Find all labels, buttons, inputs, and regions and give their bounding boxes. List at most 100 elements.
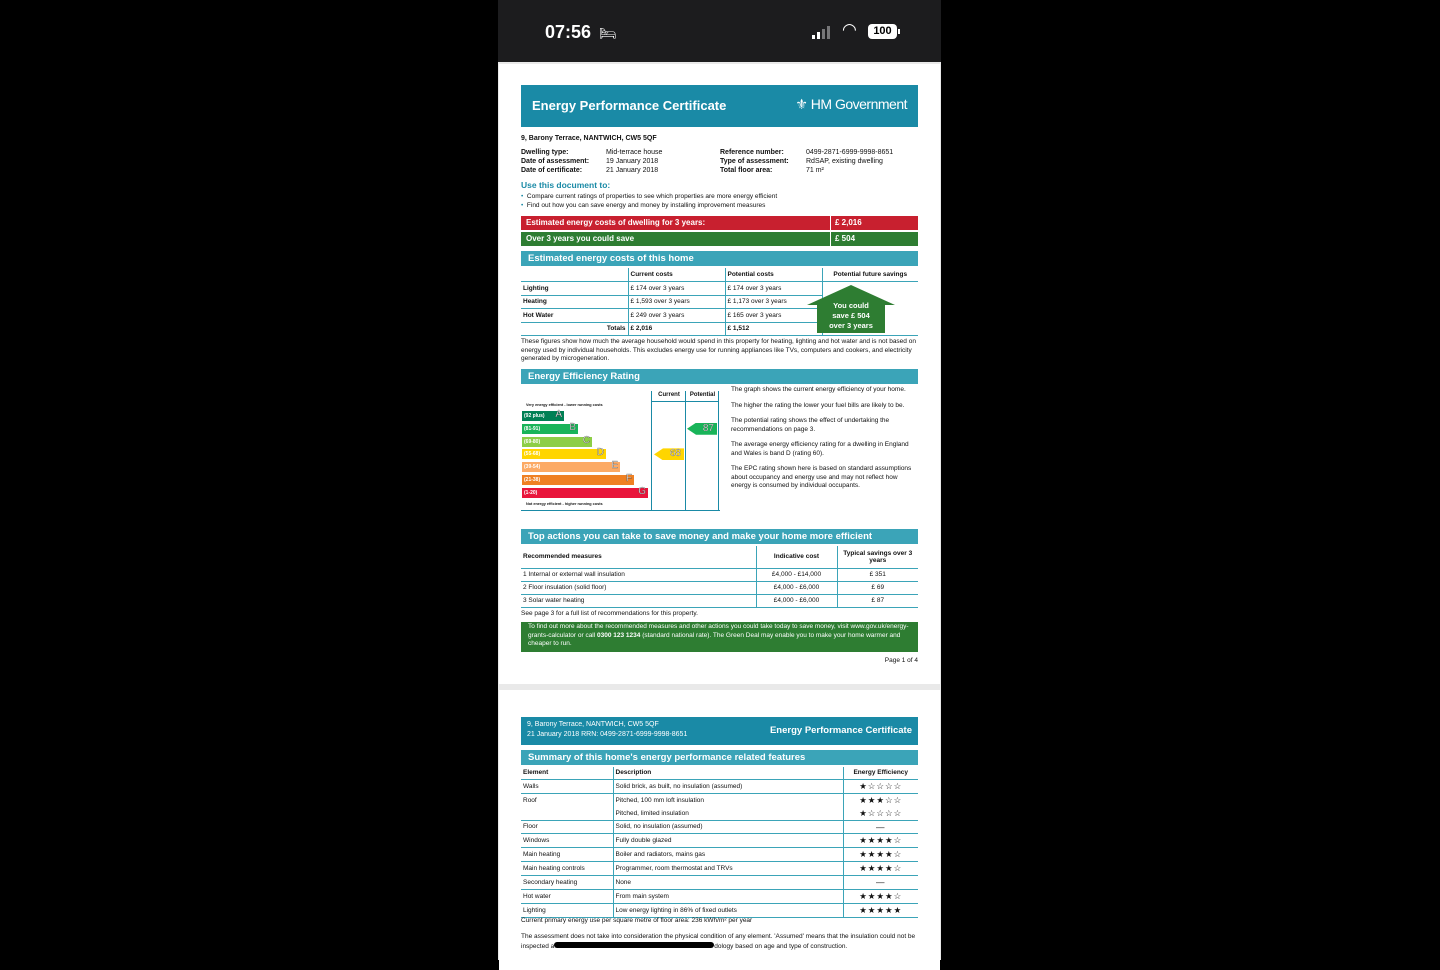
table-cell: Heating [521,295,629,309]
column-header: Typical savings over 3 years [837,546,918,569]
energy-rating-chart: Current Potential Very energy efficient … [521,388,720,511]
document-page-1[interactable]: Energy Performance Certificate ⚜ HM Gove… [499,64,940,684]
info-label: Total floor area: [720,167,773,174]
info-row: Total floor area: 71 m² [720,166,920,175]
bullet: • Find out how you can save energy and m… [521,201,766,209]
energy-use-note: Current primary energy use per square me… [521,917,753,924]
table-row: Walls Solid brick, as built, no insulatio… [521,779,918,794]
info-label: Date of assessment: [521,158,590,165]
table-row: Hot water From main system ★★★★☆ [521,889,918,904]
actions-table: Recommended measures Indicative cost Typic… [521,546,918,608]
description-cell: Solid, no insulation (assumed) [613,820,844,834]
star-rating: ★★★★★ [843,903,918,918]
table-cell: £ 174 over 3 years [628,281,726,296]
column-header: Element [521,767,614,780]
table-cell: £ 249 over 3 years [628,308,726,323]
savings-house-icon: You could save £ 504 over 3 years [807,285,895,333]
info-label: Reference number: [720,149,784,156]
column-header: Description [613,767,844,780]
star-rating: ★★★★☆ [843,861,918,876]
signal-icon [812,26,830,39]
green-deal-note: To find out more about the recommended m… [521,622,918,652]
rating-paragraph: The higher the rating the lower your fue… [731,401,905,409]
band-letter: F [625,473,632,484]
band-range: (92 plus) [524,413,545,419]
star-rating: — [843,820,918,834]
table-row: Floor Solid, no insulation (assumed) — [521,820,918,834]
element-cell: Main heating [521,847,614,862]
table-row: 3 Solar water heating £4,000 - £6,000 £ 87 [521,594,918,608]
band-range: (55-68) [524,451,541,458]
rating-paragraph: The average energy efficiency rating for… [731,441,909,457]
assessment-note: The assessment does not take into consid… [521,933,916,950]
table-row: Roof Pitched, 100 mm loft insulation ★★★☆☆ [521,793,918,807]
column-header: Indicative cost [756,546,838,569]
info-left: Dwelling type: Mid-terrace house Date of a… [521,148,711,175]
rating-band-d: (55-68) D [522,448,606,460]
certificate-title: Energy Performance Certificate [532,98,727,113]
see-page-note: See page 3 for a full list of recommenda… [521,610,698,617]
potential-column-label: Potential [689,392,716,398]
summary-heading: Summary of this home's energy performanc… [521,750,918,765]
description-cell: Boiler and radiators, mains gas [613,847,844,862]
bed-icon: 🛏 [599,25,617,41]
element-cell: Hot water [521,889,614,904]
element-cell: Windows [521,833,614,848]
current-column-label: Current [658,392,680,398]
band-letter: B [569,421,576,433]
table-row: Secondary heating None — [521,875,918,890]
band-letter: G [638,485,646,497]
info-row: Date of certificate: 21 January 2018 [521,166,711,175]
description-cell: None [613,875,844,890]
info-label: Dwelling type: [521,149,569,156]
bottom-label: Not energy efficient - higher running co… [526,502,603,506]
table-row: Heating £ 1,593 over 3 years £ 1,173 over … [521,295,918,309]
rating-band-f: (21-38) F [522,473,634,485]
info-row: Type of assessment: RdSAP, existing dwell… [720,157,920,166]
info-value: RdSAP, existing dwelling [806,158,883,165]
element-cell: Secondary heating [521,875,614,890]
description-cell: Fully double glazed [613,833,844,848]
info-value: 21 January 2018 [606,167,659,174]
band-letter: C [582,434,591,446]
costs-note: These figures show how much the average … [521,338,916,362]
band-range: (1-20) [524,489,538,496]
table-cell: 2 Floor insulation (solid floor) [521,581,757,595]
status-bar: 07:56 🛏 ◠ 100 [498,0,941,62]
table-cell: 1 Internal or external wall insulation [521,568,757,582]
header-row: Recommended measures Indicative cost Typic… [521,546,918,569]
estimated-cost-bar: Estimated energy costs of dwelling for 3… [521,216,918,230]
rating-band-g: (1-20) G [522,485,648,498]
header-row: Current costs Potential costs Potential fu… [521,268,918,282]
description-cell: Programmer, room thermostat and TRVs [613,861,844,876]
info-value: 71 m² [806,167,824,174]
info-value: 0499-2871-6999-9998-8651 [806,149,894,156]
table-row: Hot Water £ 249 over 3 years £ 165 over 3 … [521,308,918,323]
table-cell: £ 174 over 3 years [725,281,823,296]
rating-band-c: (69-80) C [522,434,592,447]
use-heading: Use this document to: [521,180,611,190]
hm-government-logo: ⚜ HM Government [795,96,907,112]
document-page-2[interactable]: 9, Barony Terrace, NANTWICH, CW5 5QF 21 J… [499,690,940,970]
column-header: Potential future savings [822,268,918,282]
page-number: Page 1 of 4 [884,657,918,664]
table-cell: £ 1,593 over 3 years [628,295,726,309]
star-rating: ★★★☆☆ [859,794,903,805]
table-cell: Hot Water [521,308,629,323]
rating-band-a: (92 plus) A [522,409,564,421]
rating-paragraph: The potential rating shows the effect of… [731,417,890,433]
table-cell: £ 2,016 [628,322,726,336]
battery-icon: 100 [868,24,900,39]
info-label: Date of certificate: [521,167,583,174]
star-rating: ★☆☆☆☆ [843,806,918,821]
star-rating: ★★★★☆ [843,847,918,862]
table-row: 2 Floor insulation (solid floor) £4,000 -… [521,581,918,595]
table-row: Lighting Low energy lighting in 86% of fi… [521,903,918,918]
band-letter: E [611,460,618,472]
address: 9, Barony Terrace, NANTWICH, CW5 5QF [521,135,657,142]
element-cell: Roof [521,793,614,807]
rating-band-e: (39-54) E [522,460,620,473]
certificate-header: Energy Performance Certificate ⚜ HM Gove… [521,85,918,127]
description-cell: Solid brick, as built, no insulation (as… [613,779,844,794]
element-cell: Lighting [521,903,614,918]
